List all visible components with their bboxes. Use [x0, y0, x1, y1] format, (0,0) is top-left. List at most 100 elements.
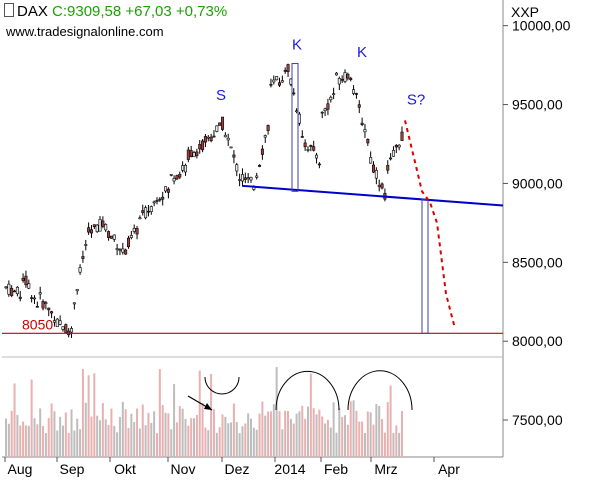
- volume-bar: [346, 424, 349, 457]
- candle-body: [232, 154, 236, 158]
- volume-bar: [33, 418, 36, 457]
- candle-body: [283, 70, 287, 72]
- source-url: www.tradesignalonline.com: [6, 24, 164, 39]
- candle-body: [306, 149, 310, 151]
- candle-body: [24, 275, 28, 286]
- candle-body: [166, 188, 170, 193]
- volume-bar: [30, 379, 33, 457]
- candle-body: [354, 93, 358, 95]
- volume-bar: [366, 411, 369, 457]
- y-tick-label: 8500,00: [512, 254, 563, 270]
- candle-body: [192, 152, 196, 158]
- volume-bar: [349, 401, 352, 457]
- y-tick-label: 7500,00: [512, 412, 563, 428]
- candle-body: [50, 311, 54, 314]
- volume-bar: [27, 425, 30, 457]
- volume-bar: [170, 429, 173, 457]
- candle-body: [81, 256, 85, 259]
- x-tick-label: Okt: [114, 461, 136, 477]
- volume-bar: [238, 433, 241, 457]
- candle-body: [372, 164, 376, 173]
- volume-bar: [230, 422, 233, 457]
- volume-bar: [212, 409, 215, 457]
- candle-body: [84, 244, 88, 246]
- candle-body: [121, 248, 125, 253]
- candle-body: [334, 72, 338, 76]
- volume-bar: [315, 414, 318, 457]
- volume-bar: [187, 425, 190, 457]
- volume-bar: [181, 408, 184, 457]
- volume-bar: [81, 368, 84, 457]
- candle-body: [92, 224, 96, 227]
- volume-bar: [344, 415, 347, 457]
- volume-bar: [193, 418, 196, 457]
- volume-bar: [76, 418, 79, 457]
- volume-bar: [401, 411, 403, 457]
- volume-bar: [372, 424, 375, 457]
- volume-bar: [306, 406, 309, 457]
- volume-bar: [218, 427, 221, 457]
- candle-body: [389, 157, 393, 160]
- candle-body: [292, 92, 296, 95]
- candle-body: [320, 111, 324, 114]
- candle-body: [195, 151, 199, 156]
- volume-bar: [53, 411, 56, 457]
- candle-body: [10, 288, 14, 296]
- candle-body: [89, 229, 93, 234]
- support-label: 8050: [22, 316, 53, 332]
- volume-bar: [7, 423, 10, 457]
- volume-bar: [392, 433, 395, 457]
- candle-body: [221, 116, 225, 130]
- volume-bar: [155, 433, 158, 457]
- candle-body: [337, 78, 341, 85]
- candle-body: [30, 297, 34, 299]
- currency-label: XXP: [511, 4, 540, 20]
- volume-bar: [252, 427, 255, 457]
- candle-body: [394, 144, 398, 148]
- volume-bar: [329, 427, 332, 457]
- volume-bar: [227, 423, 230, 457]
- candle-body: [135, 228, 139, 235]
- volume-bar: [10, 410, 13, 457]
- candle-body: [127, 237, 131, 248]
- volume-bar: [375, 404, 378, 457]
- candle-body: [235, 164, 239, 172]
- candle-body: [155, 199, 159, 202]
- candle-body: [206, 136, 210, 139]
- candle-body: [332, 93, 336, 95]
- x-tick-label: Sep: [60, 461, 85, 477]
- candle-body: [218, 122, 222, 126]
- volume-bar: [389, 385, 392, 457]
- volume-bar: [61, 425, 64, 457]
- volume-bar: [264, 415, 267, 457]
- candle-body: [343, 72, 347, 82]
- volume-bar: [90, 416, 93, 457]
- volume-bar: [190, 418, 193, 457]
- candle-body: [78, 267, 82, 273]
- x-tick-label: Nov: [171, 461, 196, 477]
- candle-body: [183, 164, 187, 173]
- volume-bar: [150, 422, 153, 457]
- symbol-checkbox-icon[interactable]: [4, 3, 14, 17]
- candle-body: [315, 154, 319, 159]
- candle-body: [141, 210, 145, 213]
- symbol-name: DAX: [17, 3, 48, 20]
- x-tick-label: 2014: [274, 461, 305, 477]
- candle-body: [149, 206, 153, 213]
- candle-body: [75, 289, 79, 292]
- volume-bar: [386, 402, 389, 457]
- candle-body: [186, 149, 190, 160]
- candle-body: [178, 173, 182, 178]
- candle-body: [312, 146, 316, 151]
- volume-bar: [141, 404, 144, 457]
- candle-body: [238, 179, 242, 181]
- candle-body: [249, 177, 253, 181]
- volume-bar: [153, 411, 156, 457]
- candle-body: [172, 178, 176, 182]
- volume-bar: [304, 418, 307, 457]
- volume-bar: [241, 426, 244, 457]
- candle-body: [104, 224, 108, 231]
- volume-bar: [147, 412, 150, 457]
- candle-body: [109, 235, 113, 239]
- candle-body: [146, 210, 150, 213]
